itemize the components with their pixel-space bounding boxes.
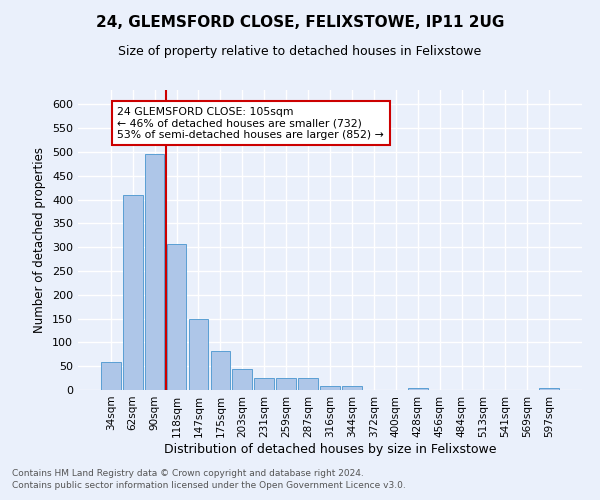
Bar xyxy=(276,378,296,390)
Bar xyxy=(211,351,230,390)
Y-axis label: Number of detached properties: Number of detached properties xyxy=(34,147,46,333)
Text: 24, GLEMSFORD CLOSE, FELIXSTOWE, IP11 2UG: 24, GLEMSFORD CLOSE, FELIXSTOWE, IP11 2U… xyxy=(96,15,504,30)
Text: Contains HM Land Registry data © Crown copyright and database right 2024.: Contains HM Land Registry data © Crown c… xyxy=(12,468,364,477)
Bar xyxy=(232,368,252,390)
Bar xyxy=(254,378,274,390)
Bar xyxy=(408,388,428,390)
Text: Size of property relative to detached houses in Felixstowe: Size of property relative to detached ho… xyxy=(118,45,482,58)
Text: 24 GLEMSFORD CLOSE: 105sqm
← 46% of detached houses are smaller (732)
53% of sem: 24 GLEMSFORD CLOSE: 105sqm ← 46% of deta… xyxy=(118,106,384,140)
Bar xyxy=(342,386,362,390)
Bar xyxy=(101,362,121,390)
Bar xyxy=(539,388,559,390)
Bar xyxy=(298,378,318,390)
X-axis label: Distribution of detached houses by size in Felixstowe: Distribution of detached houses by size … xyxy=(164,442,496,456)
Bar xyxy=(145,154,164,390)
Bar xyxy=(188,318,208,390)
Text: Contains public sector information licensed under the Open Government Licence v3: Contains public sector information licen… xyxy=(12,481,406,490)
Bar xyxy=(167,244,187,390)
Bar xyxy=(123,195,143,390)
Bar xyxy=(320,386,340,390)
